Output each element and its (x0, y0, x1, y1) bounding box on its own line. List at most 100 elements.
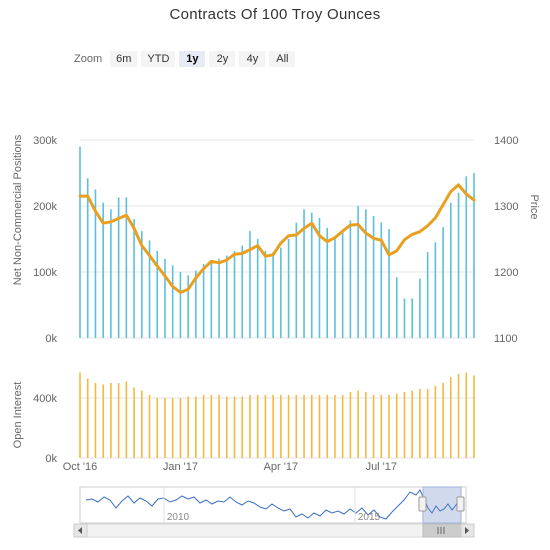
positions-bar (272, 252, 274, 338)
positions-bar (403, 298, 406, 338)
open-interest-bar (249, 395, 251, 458)
navigator-left-handle[interactable] (418, 496, 427, 512)
positions-bar (117, 197, 120, 338)
positions-axis-title: Net Non-Commercial Positions (12, 134, 24, 285)
positions-bar (365, 209, 367, 338)
zoom-label: Zoom (74, 53, 103, 65)
positions-bar (102, 202, 104, 338)
open-interest-bar (380, 395, 383, 458)
open-interest-bar (202, 395, 205, 458)
x-tick-label: Oct '16 (63, 461, 98, 473)
navigator-selection[interactable] (422, 486, 462, 524)
open-interest-bar (233, 396, 236, 458)
positions-bar (110, 209, 112, 338)
open-interest-bar (395, 393, 398, 458)
positions-bar (310, 212, 313, 338)
positions-bar (210, 260, 213, 338)
bottom-panel-grid (80, 397, 474, 459)
price-tick-label: 1400 (494, 135, 518, 147)
open-interest-bar (218, 395, 220, 458)
open-interest-bar (264, 395, 267, 458)
scrollbar-thumb[interactable] (422, 523, 462, 538)
open-interest-bar (295, 395, 298, 458)
scrollbar-grip-icon (437, 527, 445, 534)
zoom-all-button[interactable]: All (269, 51, 296, 67)
positions-bar (380, 222, 383, 338)
positions-bars (79, 146, 475, 338)
open-interest-bar (79, 372, 81, 458)
oi-tick-label: 0k (45, 453, 57, 465)
open-interest-bar (318, 395, 321, 458)
open-interest-bar (164, 398, 166, 458)
price-axis-title: Price (528, 194, 540, 219)
top-panel-grid (80, 139, 474, 339)
positions-bar (241, 245, 244, 338)
open-interest-bar (117, 383, 120, 458)
open-interest-bar (141, 390, 143, 458)
positions-bar (256, 239, 259, 338)
positions-bar (419, 278, 421, 338)
open-interest-bar (86, 378, 89, 458)
positions-bar (233, 250, 236, 338)
zoom-2y-button[interactable]: 2y (209, 51, 236, 67)
scrollbar[interactable] (73, 523, 475, 538)
open-interest-bar (171, 398, 174, 458)
x-tick-label: Jan '17 (163, 461, 198, 473)
open-interest-bar (287, 395, 290, 458)
navigator-axis-labels: 2010 2015 (163, 487, 381, 523)
price-tick-label: 1100 (494, 333, 518, 345)
x-tick-label: Jul '17 (366, 461, 397, 473)
zoom-ytd-button[interactable]: YTD (141, 51, 176, 67)
axis-labels: 0k 100k 200k 300k 1100 1200 1300 1400 Net Non-Co… (12, 134, 540, 473)
open-interest-bar (133, 387, 135, 458)
zoom-6m-button[interactable]: 6m (110, 51, 138, 67)
positions-bar (94, 189, 97, 338)
positions-bar (411, 298, 413, 338)
open-interest-bar (341, 395, 344, 458)
open-interest-bar (426, 389, 429, 458)
positions-bar (457, 192, 460, 338)
open-interest-bar (372, 395, 375, 458)
open-interest-bar (349, 392, 352, 458)
zoom-4y-button[interactable]: 4y (239, 51, 266, 67)
price-tick-label: 1300 (494, 201, 518, 213)
positions-bar (442, 227, 444, 338)
y-tick-label: 200k (33, 201, 57, 213)
open-interest-bar (419, 389, 421, 458)
positions-bar (264, 250, 267, 338)
chart-title: Contracts Of 100 Troy Ounces (169, 6, 381, 23)
open-interest-bar (256, 395, 259, 458)
positions-bar (156, 250, 159, 338)
scroll-left-arrow-icon (78, 527, 82, 534)
positions-bar (133, 219, 135, 338)
oi-tick-label: 400k (33, 393, 57, 405)
open-interest-bar (125, 381, 128, 458)
positions-bar (357, 206, 359, 338)
positions-bar (303, 209, 305, 338)
positions-bar (334, 236, 336, 338)
open-interest-bar (102, 384, 104, 458)
open-interest-bar (110, 383, 112, 458)
open-interest-bar (450, 377, 452, 458)
open-interest-bar (357, 390, 359, 458)
positions-bar (86, 178, 89, 338)
navigator[interactable]: 2010 2015 (79, 486, 467, 524)
positions-bar (318, 217, 321, 338)
positions-bar (395, 277, 398, 338)
open-interest-bar (272, 395, 274, 458)
open-interest-bar (465, 372, 468, 458)
open-interest-bar (156, 398, 159, 458)
open-interest-bar (94, 383, 97, 458)
open-interest-bar (434, 386, 437, 458)
zoom-1y-button[interactable]: 1y (179, 51, 206, 67)
open-interest-bars (79, 372, 475, 458)
positions-bar (287, 239, 290, 338)
navigator-right-handle[interactable] (456, 496, 465, 512)
open-interest-bar (310, 395, 313, 458)
positions-bar (473, 173, 475, 338)
open-interest-bar (457, 374, 460, 458)
open-interest-bar (303, 395, 305, 458)
positions-bar (349, 220, 352, 338)
navigator-series-line (85, 489, 461, 520)
